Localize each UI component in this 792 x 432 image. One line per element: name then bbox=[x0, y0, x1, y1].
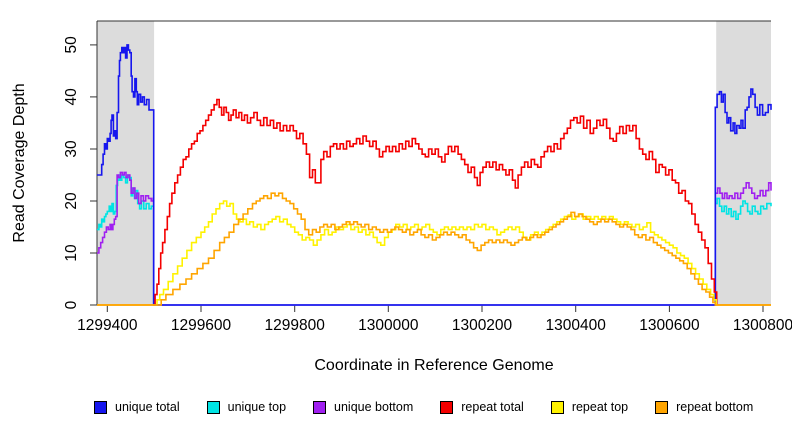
coverage-chart: 1299400 1299600 1299800 1300000 1300200 13004… bbox=[11, 20, 792, 374]
x-tick-label: 1299600 bbox=[171, 317, 232, 334]
series-unique-bottom bbox=[97, 171, 772, 306]
legend-item-unique-top: unique top bbox=[206, 400, 287, 414]
chart-legend: unique total unique top unique bottom re… bbox=[0, 396, 792, 418]
x-tick-label: 1300000 bbox=[358, 317, 419, 334]
legend-label: repeat top bbox=[571, 400, 629, 414]
legend-label: repeat bottom bbox=[676, 400, 754, 414]
y-tick-label: 50 bbox=[63, 36, 80, 54]
shaded-region-0 bbox=[97, 21, 155, 305]
legend-item-repeat-top: repeat top bbox=[550, 400, 629, 414]
y-tick-label: 20 bbox=[63, 192, 80, 210]
unique-bottom-swatch-icon bbox=[313, 400, 327, 414]
legend-label: repeat total bbox=[461, 400, 524, 414]
series-repeat-bottom bbox=[97, 192, 771, 306]
x-tick-label: 1299400 bbox=[77, 317, 138, 334]
legend-label: unique total bbox=[115, 400, 180, 414]
legend-item-unique-total: unique total bbox=[94, 400, 180, 414]
x-tick-label: 1300200 bbox=[452, 317, 513, 334]
y-tick-label: 30 bbox=[63, 140, 80, 158]
unique-total-swatch-icon bbox=[94, 400, 107, 414]
repeat-bottom-swatch-icon bbox=[655, 400, 669, 414]
x-tick-label: 1299800 bbox=[265, 317, 326, 334]
legend-item-repeat-total: repeat total bbox=[440, 400, 524, 414]
series-repeat-total bbox=[97, 98, 771, 306]
series-repeat-top bbox=[97, 200, 771, 306]
y-tick-label: 40 bbox=[63, 88, 80, 106]
x-axis-title: Coordinate in Reference Genome bbox=[314, 357, 553, 374]
shaded-region-1 bbox=[716, 21, 771, 305]
unique-top-swatch-icon bbox=[206, 400, 220, 414]
legend-item-unique-bottom: unique bottom bbox=[313, 400, 413, 414]
series-unique-total bbox=[97, 44, 772, 306]
repeat-total-swatch-icon bbox=[440, 400, 454, 414]
legend-item-repeat-bottom: repeat bottom bbox=[655, 400, 753, 414]
legend-label: unique top bbox=[227, 400, 287, 414]
y-axis-title: Read Coverage Depth bbox=[11, 83, 28, 242]
x-tick-label: 1300800 bbox=[733, 317, 792, 334]
y-tick-label: 10 bbox=[63, 244, 80, 262]
x-tick-label: 1300400 bbox=[546, 317, 607, 334]
x-tick-label: 1300600 bbox=[639, 317, 700, 334]
repeat-top-swatch-icon bbox=[550, 400, 564, 414]
legend-label: unique bottom bbox=[334, 400, 414, 414]
y-tick-label: 0 bbox=[63, 300, 80, 309]
